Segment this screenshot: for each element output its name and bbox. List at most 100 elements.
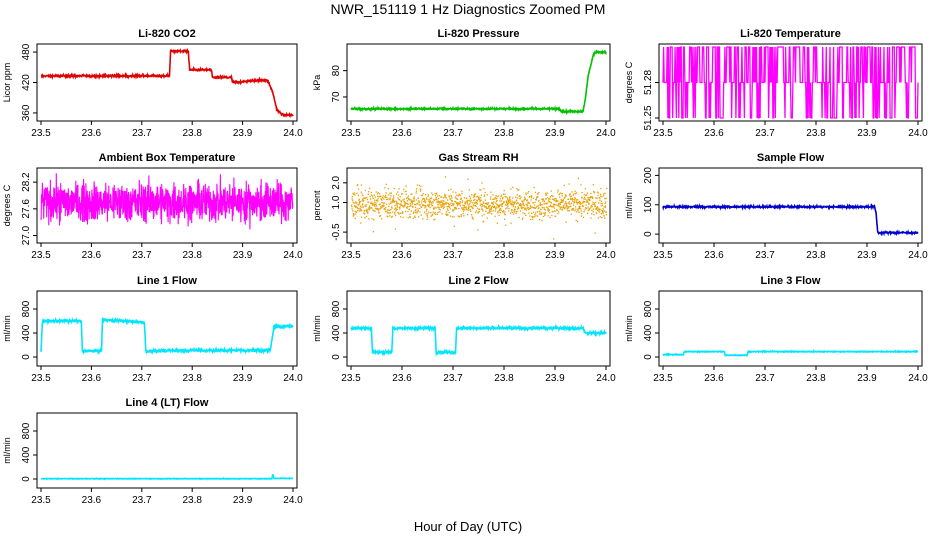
- data-point: [424, 200, 426, 202]
- data-point: [552, 195, 554, 197]
- data-point: [403, 198, 405, 200]
- series-line: [40, 47, 294, 119]
- data-point: [395, 208, 397, 210]
- data-point: [425, 213, 427, 215]
- data-point: [399, 208, 401, 210]
- data-point: [586, 207, 588, 210]
- data-point: [445, 195, 447, 197]
- data-point: [504, 218, 506, 220]
- data-point: [531, 195, 533, 197]
- data-point: [566, 205, 568, 207]
- data-point: [455, 191, 457, 194]
- data-point: [355, 205, 357, 207]
- panel-title: Line 3 Flow: [761, 275, 821, 287]
- data-point: [553, 199, 555, 202]
- data-point: [408, 208, 410, 210]
- data-point: [560, 192, 562, 194]
- data-point: [572, 208, 575, 210]
- data-point: [473, 199, 475, 201]
- data-point: [572, 198, 574, 200]
- data-point: [570, 213, 572, 215]
- data-point: [537, 205, 539, 207]
- data-point: [464, 201, 466, 203]
- data-point: [432, 211, 434, 213]
- data-point: [405, 202, 407, 204]
- data-point: [429, 201, 431, 204]
- data-point: [414, 211, 417, 214]
- data-point: [360, 222, 362, 224]
- data-point: [362, 198, 364, 200]
- data-point: [376, 205, 378, 207]
- data-point: [354, 194, 356, 196]
- data-point: [455, 197, 457, 199]
- x-tick-label: 23.7: [132, 495, 152, 506]
- data-point: [385, 192, 387, 194]
- data-point: [479, 199, 481, 201]
- data-point: [553, 205, 555, 207]
- data-point: [351, 204, 353, 206]
- data-point: [529, 195, 531, 198]
- data-point: [456, 198, 458, 200]
- data-point: [451, 204, 453, 207]
- data-point: [598, 210, 600, 212]
- data-point: [497, 212, 499, 214]
- data-point: [565, 201, 567, 203]
- data-point: [535, 212, 537, 214]
- data-point: [496, 198, 498, 200]
- data-point: [378, 196, 380, 198]
- data-point: [510, 222, 512, 224]
- data-point: [392, 211, 394, 213]
- data-point: [427, 204, 429, 206]
- data-point: [598, 208, 600, 210]
- data-point: [542, 198, 544, 200]
- data-point: [592, 201, 594, 203]
- data-point: [391, 206, 393, 208]
- data-point: [485, 210, 487, 212]
- data-point: [498, 206, 500, 208]
- data-point: [430, 215, 432, 217]
- data-point: [527, 190, 530, 193]
- data-point: [456, 205, 459, 207]
- data-point: [394, 200, 396, 202]
- data-point: [430, 201, 432, 204]
- data-point: [591, 213, 593, 215]
- series-line: [350, 49, 607, 116]
- data-point: [532, 197, 535, 199]
- data-point: [588, 197, 590, 199]
- data-point: [369, 187, 371, 189]
- data-point: [466, 209, 468, 211]
- panel-10: Line 4 (LT) Flow ml/min 23.5 23.6 23.7 23.8 23…: [2, 397, 303, 506]
- data-point: [443, 204, 445, 206]
- data-point: [550, 190, 552, 192]
- data-point: [504, 204, 507, 206]
- y-tick-label: 100: [643, 196, 654, 213]
- data-point: [534, 207, 536, 209]
- panel-title: Ambient Box Temperature: [99, 152, 236, 164]
- data-point: [407, 206, 409, 208]
- data-point: [357, 204, 359, 206]
- data-point: [582, 216, 585, 218]
- data-point: [432, 194, 434, 196]
- data-point: [479, 201, 481, 203]
- data-point: [420, 189, 422, 191]
- data-point: [411, 193, 413, 195]
- data-point: [402, 216, 404, 219]
- data-point: [514, 201, 516, 203]
- data-point: [586, 199, 588, 201]
- data-point: [526, 199, 528, 202]
- y-tick-label: 800: [21, 422, 32, 439]
- data-point: [439, 201, 441, 204]
- data-point: [420, 185, 422, 188]
- data-point: [421, 194, 423, 197]
- data-point: [535, 199, 537, 201]
- data-point: [464, 203, 466, 205]
- data-point: [445, 197, 447, 199]
- data-point: [435, 193, 438, 195]
- data-point: [384, 208, 386, 211]
- x-tick-label: 23.9: [857, 128, 877, 139]
- x-tick-label: 23.6: [392, 250, 412, 261]
- data-point: [506, 197, 508, 199]
- data-point: [534, 216, 536, 218]
- data-point: [396, 204, 398, 207]
- data-point: [564, 194, 566, 196]
